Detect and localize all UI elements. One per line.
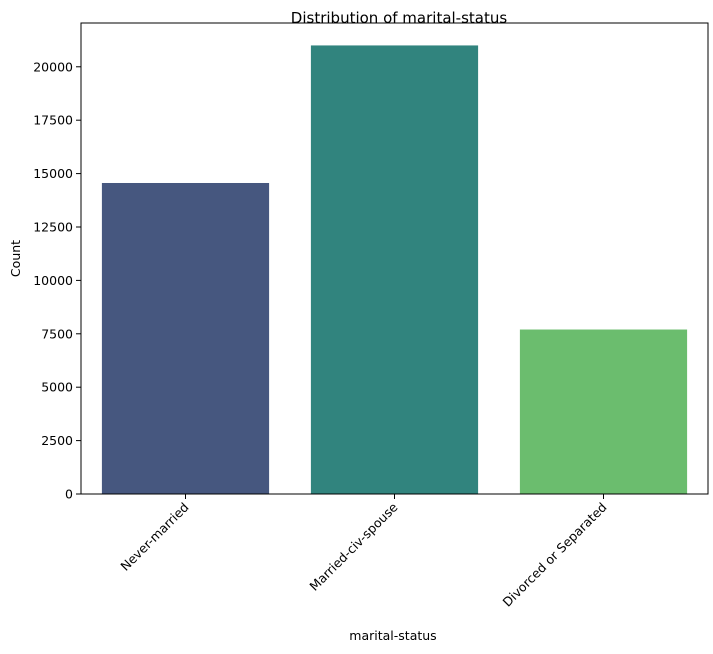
y-tick-label: 12500 <box>33 219 73 234</box>
x-axis: Never-married Married-civ-spouse Divorced … <box>117 494 610 610</box>
y-tick-label: 0 <box>65 487 73 502</box>
y-tick-label: 10000 <box>33 273 73 288</box>
y-tick-label: 5000 <box>41 380 73 395</box>
y-tick-label: 2500 <box>41 433 73 448</box>
x-axis-label: marital-status <box>349 628 436 643</box>
bars-group <box>101 45 688 495</box>
y-axis-label: Count <box>8 240 23 277</box>
y-tick-label: 17500 <box>33 113 73 128</box>
chart-title: Distribution of marital-status <box>291 9 508 27</box>
x-tick-label: Divorced or Separated <box>499 500 609 610</box>
bar-married-civ-spouse <box>310 45 479 495</box>
x-tick-label: Never-married <box>117 500 191 574</box>
y-tick-label: 7500 <box>41 326 73 341</box>
bar-never-married <box>101 182 270 495</box>
bar-divorced-or-separated <box>519 329 688 494</box>
y-tick-label: 20000 <box>33 59 73 74</box>
y-axis: 0 2500 5000 7500 10000 12500 15000 17500 20000 <box>33 59 81 502</box>
x-tick-label: Married-civ-spouse <box>306 499 400 593</box>
y-tick-label: 15000 <box>33 166 73 181</box>
